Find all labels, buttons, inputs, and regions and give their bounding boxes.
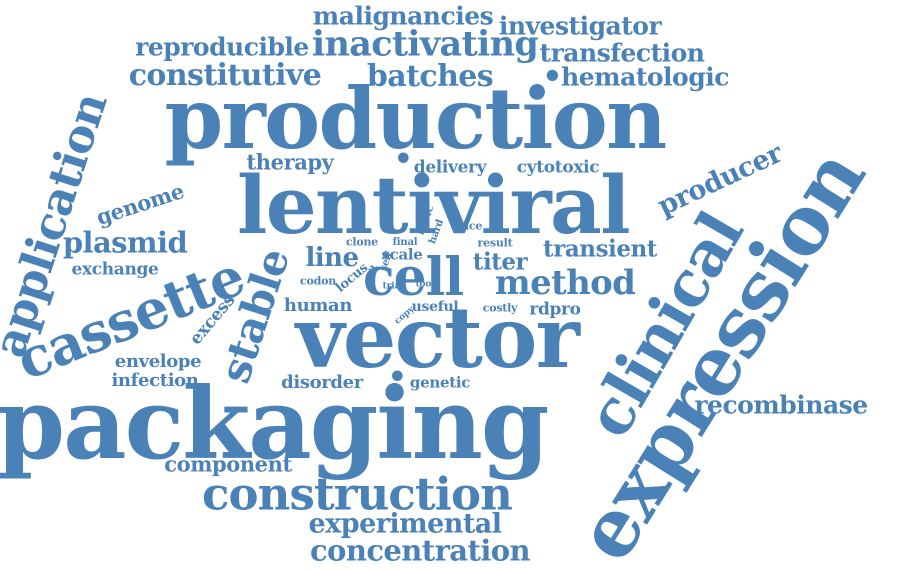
word-concentration: concentration: [310, 537, 530, 566]
word-inactivating: inactivating: [312, 27, 538, 62]
word-line: line: [305, 245, 358, 271]
word-codon: codon: [300, 276, 336, 287]
word-recombinase: recombinase: [694, 393, 867, 418]
word-production: production: [165, 77, 666, 161]
word-transient: transient: [543, 238, 657, 261]
word-rmce: rmce: [452, 221, 482, 232]
word-reproducible: reproducible: [135, 35, 309, 60]
word-plasmid: plasmid: [63, 229, 187, 258]
word-result: result: [478, 238, 513, 249]
word-genome: genome: [94, 180, 186, 228]
